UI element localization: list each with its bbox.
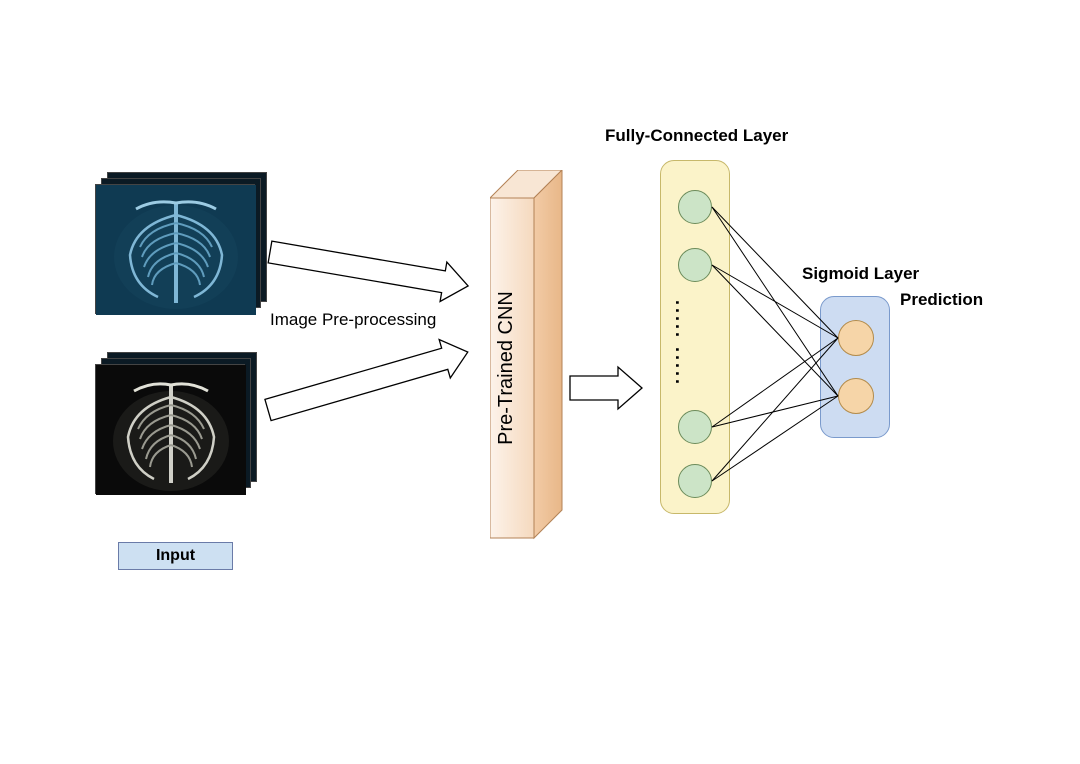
connections [0,0,1080,764]
